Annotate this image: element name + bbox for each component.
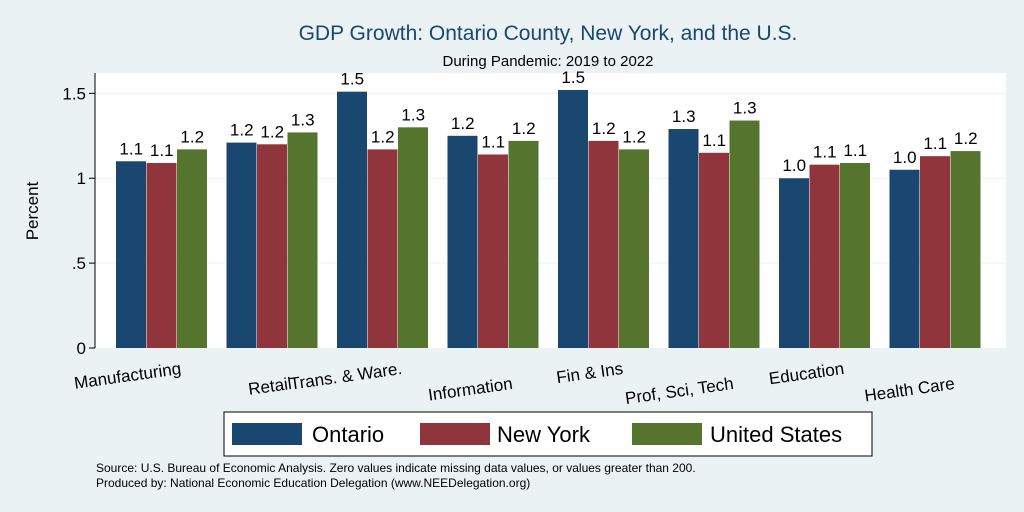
y-tick-label: 1.5 <box>62 84 86 103</box>
produced-note: Produced by: National Economic Education… <box>96 476 530 490</box>
data-label: 1.2 <box>230 121 254 140</box>
data-label: 1.3 <box>291 110 315 129</box>
bar <box>809 164 840 348</box>
category-label: Fin & Ins <box>555 359 624 387</box>
chart-title: GDP Growth: Ontario County, New York, an… <box>299 22 798 45</box>
category-label: Education <box>768 359 846 388</box>
category-label: Trans. & Ware. <box>289 359 404 394</box>
bar <box>588 140 619 348</box>
bar <box>699 152 729 348</box>
legend-items: Ontario New York United States <box>232 422 842 447</box>
y-tick-label: 1 <box>77 169 86 188</box>
category-label: Prof, Sci, Tech <box>624 374 735 408</box>
bar <box>447 135 478 348</box>
bar <box>226 142 257 348</box>
data-label: 1.1 <box>843 141 867 160</box>
source-note: Source: U.S. Bureau of Economic Analysis… <box>96 461 696 475</box>
data-label: 1.1 <box>923 134 947 153</box>
data-label: 1.2 <box>954 129 978 148</box>
data-label: 1.3 <box>672 107 696 126</box>
data-label: 1.2 <box>371 127 395 146</box>
bar <box>146 162 177 348</box>
bar <box>779 178 809 348</box>
data-label: 1.3 <box>401 105 425 124</box>
legend-swatch <box>632 423 702 445</box>
data-label: 1.0 <box>782 156 806 175</box>
bars: 1.1 1.1 1.2 1.2 1.2 1.3 1.5 1.2 1.3 1.2 1.1 1.2 1.5 1… <box>116 68 981 349</box>
data-label: 1.1 <box>481 132 505 151</box>
legend-label: United States <box>710 422 842 447</box>
bar <box>668 129 699 348</box>
bar <box>116 161 146 348</box>
legend-label: Ontario <box>312 422 384 447</box>
bar <box>398 127 428 348</box>
bar <box>558 89 588 348</box>
bar <box>508 140 539 348</box>
category-label: Health Care <box>863 374 955 405</box>
legend-swatch <box>420 423 490 445</box>
chart-subtitle: During Pandemic: 2019 to 2022 <box>443 53 654 70</box>
y-tick-label: 0 <box>77 339 86 358</box>
bar <box>478 154 508 348</box>
bar <box>257 144 287 348</box>
legend-label: New York <box>497 422 591 447</box>
data-label: 1.2 <box>260 122 284 141</box>
category-label: Manufacturing <box>73 359 182 393</box>
bar <box>889 169 920 348</box>
y-axis-label: Percent <box>23 181 42 240</box>
category-label: Retail <box>247 374 293 399</box>
data-label: 1.2 <box>512 119 536 138</box>
bar <box>177 149 207 348</box>
legend-swatch <box>232 423 302 445</box>
bar <box>619 149 649 348</box>
data-label: 1.1 <box>150 141 174 160</box>
bar <box>840 162 870 348</box>
data-label: 1.5 <box>561 68 585 87</box>
data-label: 1.0 <box>893 148 917 167</box>
bar <box>287 132 318 348</box>
data-label: 1.5 <box>340 70 364 89</box>
bar <box>337 91 367 348</box>
data-label: 1.1 <box>813 143 837 162</box>
bar <box>920 156 950 348</box>
data-label: 1.2 <box>180 127 204 146</box>
bar <box>367 149 398 348</box>
data-label: 1.2 <box>592 119 616 138</box>
bar <box>950 151 981 348</box>
data-label: 1.1 <box>119 139 143 158</box>
data-label: 1.2 <box>451 114 475 133</box>
legend <box>223 411 873 457</box>
bar <box>729 120 760 349</box>
data-label: 1.3 <box>733 99 757 118</box>
y-tick-label: .5 <box>72 254 86 273</box>
data-label: 1.1 <box>702 131 726 150</box>
data-label: 1.2 <box>622 127 646 146</box>
category-label: Information <box>427 374 514 405</box>
y-ticks: 0 .5 1 1.5 <box>62 84 95 358</box>
